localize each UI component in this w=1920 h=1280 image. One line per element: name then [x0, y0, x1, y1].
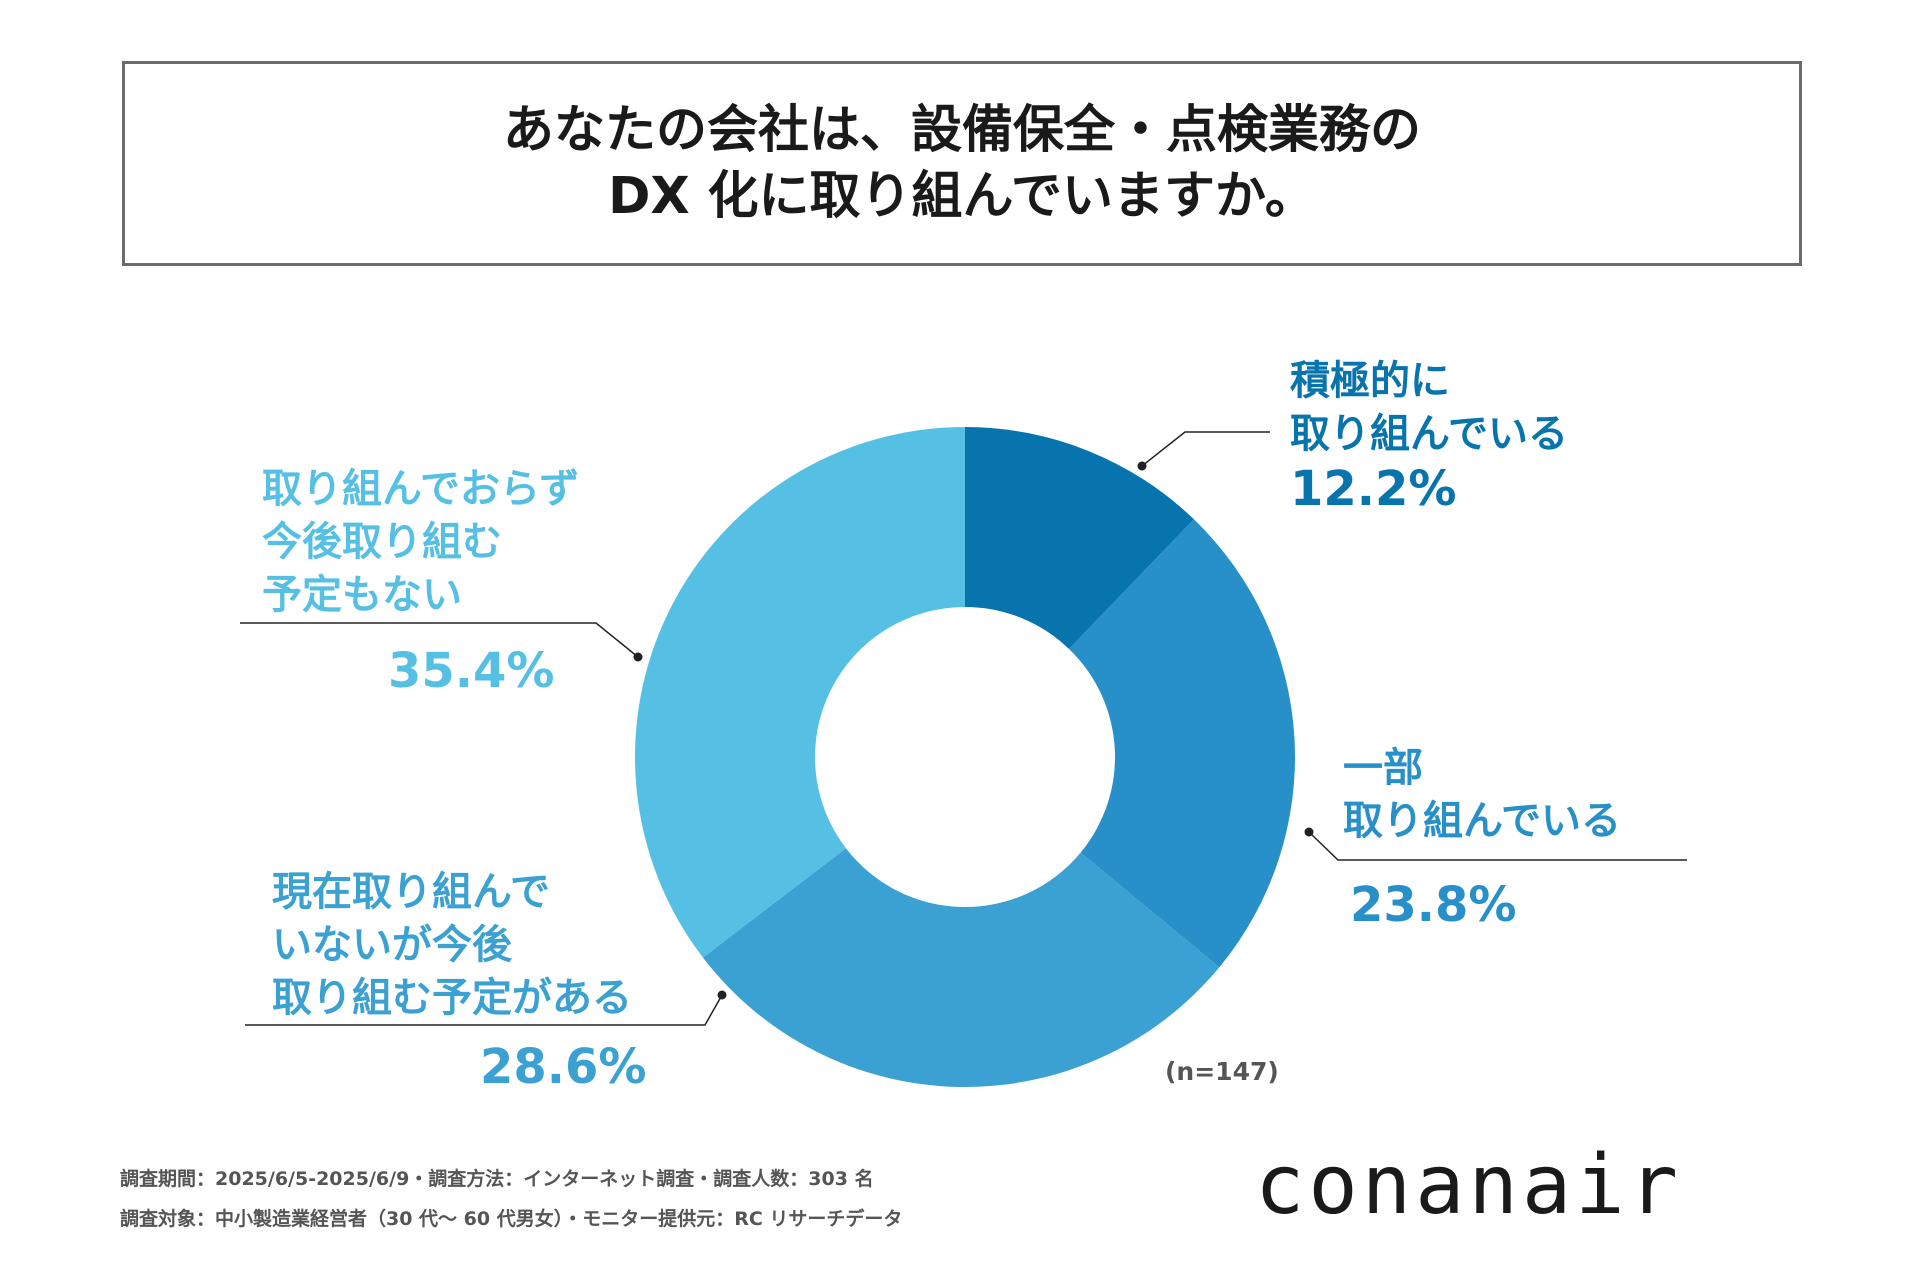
label-no-plans-line-3: 予定もない: [262, 572, 462, 618]
leader-no-plans-dot: [633, 652, 643, 662]
label-planning-to-engage-line-2: いないが今後: [272, 922, 512, 968]
title-line-2: DX 化に取り組んでいますか。: [608, 166, 1316, 226]
value-label-planning-to-engage: 28.6%: [480, 1039, 647, 1095]
leader-partially-engaged-dot: [1304, 827, 1314, 837]
leader-planning-to-engage-dot: [717, 990, 727, 1000]
label-no-plans-line-2: 今後取り組む: [262, 519, 502, 565]
value-label-actively-engaged: 12.2%: [1290, 461, 1457, 517]
label-partially-engaged: 一部 取り組んでいる: [1343, 742, 1621, 848]
label-no-plans: 取り組んでおらず 今後取り組む 予定もない: [262, 463, 579, 622]
leader-no-plans: [240, 622, 639, 658]
label-actively-engaged: 積極的に 取り組んでいる 12.2%: [1290, 355, 1568, 517]
leader-partially-engaged: [1308, 831, 1687, 861]
label-planning-to-engage-line-1: 現在取り組んで: [272, 869, 550, 915]
title-line-1: あなたの会社は、設備保全・点検業務の: [502, 100, 1421, 160]
title-box: あなたの会社は、設備保全・点検業務の DX 化に取り組んでいますか。: [122, 61, 1802, 266]
label-partially-engaged-line-1: 一部: [1343, 745, 1423, 791]
value-label-no-plans: 35.4%: [388, 643, 555, 699]
slice-planning-to-engage: [702, 848, 1220, 1087]
slice-actively-engaged: [965, 427, 1194, 649]
label-partially-engaged-line-2: 取り組んでいる: [1343, 798, 1621, 844]
brand-logo: conanair: [1255, 1138, 1682, 1233]
slice-no-plans: [634, 427, 965, 958]
leader-actively-engaged: [1141, 431, 1270, 467]
value-label-partially-engaged: 23.8%: [1350, 877, 1517, 933]
label-actively-engaged-line-1: 積極的に: [1290, 358, 1450, 404]
leader-planning-to-engage: [245, 994, 723, 1026]
slice-partially-engaged: [1069, 519, 1296, 968]
survey-note-line-1: 調査期間：2025/6/5-2025/6/9・調査方法：インターネット調査・調査…: [120, 1168, 874, 1190]
label-actively-engaged-line-2: 取り組んでいる: [1290, 411, 1568, 457]
label-planning-to-engage-line-3: 取り組む予定がある: [272, 975, 632, 1021]
survey-note-line-2: 調査対象：中小製造業経営者（30 代～ 60 代男女）・モニター提供元：RC リ…: [120, 1208, 903, 1230]
label-no-plans-line-1: 取り組んでおらず: [262, 466, 580, 512]
sample-size: (n=147): [1165, 1057, 1279, 1086]
label-planning-to-engage: 現在取り組んで いないが今後 取り組む予定がある: [272, 866, 632, 1025]
leader-actively-engaged-dot: [1137, 461, 1147, 471]
